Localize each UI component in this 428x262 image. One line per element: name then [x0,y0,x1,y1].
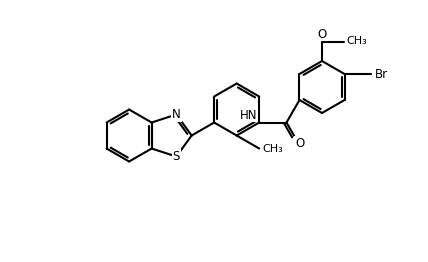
Text: N: N [172,108,181,121]
Text: O: O [318,28,327,41]
Text: HN: HN [240,108,257,122]
Text: Br: Br [374,68,388,80]
Text: CH₃: CH₃ [346,36,367,46]
Text: CH₃: CH₃ [262,144,283,154]
Text: O: O [295,137,305,150]
Text: S: S [172,150,180,163]
